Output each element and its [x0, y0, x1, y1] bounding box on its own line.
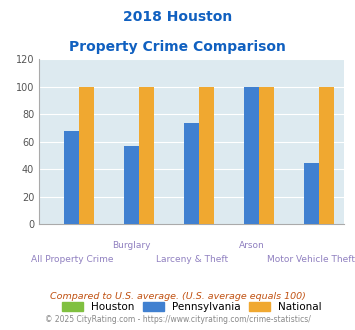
Text: 2018 Houston: 2018 Houston	[123, 10, 232, 24]
Text: Property Crime Comparison: Property Crime Comparison	[69, 40, 286, 53]
Bar	[80, 87, 94, 224]
Bar	[319, 87, 334, 224]
Text: Burglary: Burglary	[113, 241, 151, 250]
Bar	[244, 87, 259, 224]
Text: All Property Crime: All Property Crime	[31, 255, 113, 264]
Text: Motor Vehicle Theft: Motor Vehicle Theft	[267, 255, 355, 264]
Bar	[304, 162, 319, 224]
Bar	[184, 123, 199, 224]
Bar	[139, 87, 154, 224]
Text: Arson: Arson	[239, 241, 264, 250]
Bar	[65, 131, 80, 224]
Bar	[259, 87, 274, 224]
Legend: Houston, Pennsylvania, National: Houston, Pennsylvania, National	[59, 299, 325, 315]
Text: Compared to U.S. average. (U.S. average equals 100): Compared to U.S. average. (U.S. average …	[50, 292, 305, 301]
Text: © 2025 CityRating.com - https://www.cityrating.com/crime-statistics/: © 2025 CityRating.com - https://www.city…	[45, 315, 310, 324]
Text: Larceny & Theft: Larceny & Theft	[155, 255, 228, 264]
Bar	[199, 87, 214, 224]
Bar	[124, 146, 139, 224]
